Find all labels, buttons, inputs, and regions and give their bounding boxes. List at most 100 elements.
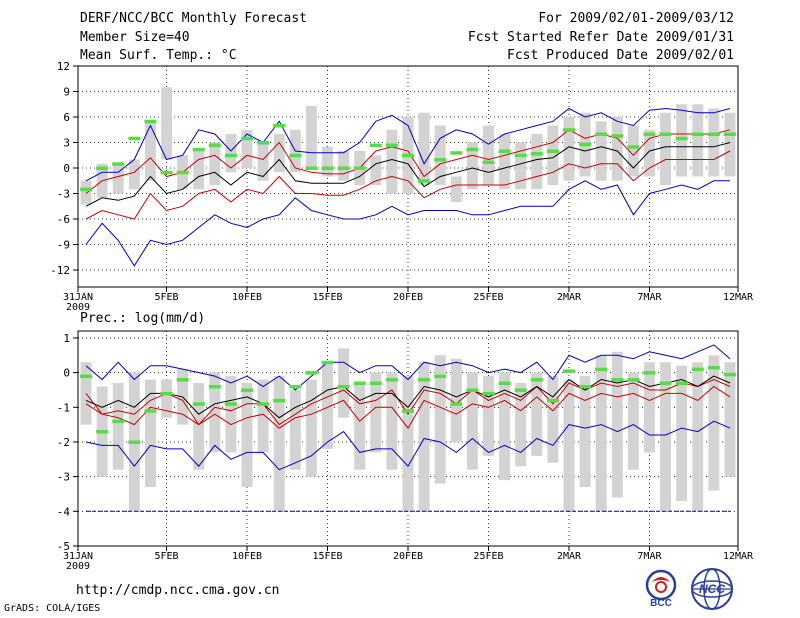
series-line-mean xyxy=(85,142,731,207)
ensemble-box xyxy=(305,379,317,477)
ensemble-box xyxy=(386,372,398,470)
observation-marker xyxy=(611,134,624,138)
ensemble-box xyxy=(225,134,237,173)
observation-marker xyxy=(562,369,575,373)
ncc-logo-icon: NCC xyxy=(691,568,733,610)
ensemble-box xyxy=(676,365,688,501)
observation-marker xyxy=(128,440,141,444)
y-tick-label: 1 xyxy=(63,332,70,345)
observation-marker xyxy=(224,402,237,406)
ensemble-box xyxy=(418,362,430,512)
ensemble-box xyxy=(450,358,462,442)
y-tick-label: -6 xyxy=(57,213,70,226)
ensemble-box xyxy=(724,112,736,177)
ensemble-box xyxy=(289,389,301,470)
observation-marker xyxy=(402,409,414,413)
observation-marker xyxy=(643,371,656,375)
y-tick-label: -5 xyxy=(57,540,70,553)
ensemble-box xyxy=(515,383,527,467)
y-tick-label: -3 xyxy=(57,471,70,484)
ensemble-box xyxy=(547,125,559,185)
observation-marker xyxy=(691,132,704,136)
y-tick-label: -12 xyxy=(50,264,70,277)
ensemble-box xyxy=(161,379,173,418)
observation-marker xyxy=(450,402,463,406)
observation-marker xyxy=(112,419,125,424)
forecast-produced-date: Fcst Produced Date 2009/02/01 xyxy=(507,48,734,63)
ensemble-box xyxy=(611,117,623,181)
ensemble-box xyxy=(386,129,398,194)
ensemble-box xyxy=(643,362,655,453)
observation-marker xyxy=(418,179,431,183)
ensemble-box xyxy=(660,362,672,512)
observation-marker xyxy=(273,124,286,128)
x-tick-label: 12MAR xyxy=(723,292,754,303)
series-line-mean-std xyxy=(85,385,731,429)
observation-marker xyxy=(466,388,479,392)
ensemble-box xyxy=(338,348,350,418)
ensemble-box xyxy=(515,142,527,190)
ensemble-box xyxy=(660,112,672,185)
x-tick-label: 25FEB xyxy=(473,551,503,562)
ensemble-box xyxy=(627,372,639,470)
series-line-min xyxy=(85,180,730,267)
observation-marker xyxy=(305,371,318,375)
ensemble-box xyxy=(305,105,317,168)
ensemble-box xyxy=(483,125,494,185)
observation-marker xyxy=(128,136,141,141)
ensemble-box xyxy=(499,372,511,481)
x-tick-label: 15FEB xyxy=(312,292,342,303)
ensemble-box xyxy=(676,104,688,177)
ensemble-box xyxy=(257,379,269,453)
ensemble-box xyxy=(209,372,221,453)
series-line-max xyxy=(85,107,731,182)
source-url[interactable]: http://cmdp.ncc.cma.gov.cn xyxy=(76,583,280,598)
y-tick-label: 9 xyxy=(63,86,70,99)
observation-marker xyxy=(562,128,575,132)
y-tick-label: 12 xyxy=(57,60,70,73)
observation-marker xyxy=(369,143,382,148)
x-tick-label: 31JAN xyxy=(63,551,93,562)
observation-marker xyxy=(144,119,157,124)
observation-marker xyxy=(112,162,125,166)
observation-marker xyxy=(546,149,559,153)
x-tick-label: 5FEB xyxy=(154,551,178,562)
observation-marker xyxy=(208,384,221,389)
observation-marker xyxy=(723,132,736,136)
ensemble-box xyxy=(466,142,478,190)
member-size: Member Size=40 xyxy=(80,30,190,45)
observation-marker xyxy=(402,153,414,158)
ensemble-box xyxy=(499,134,511,190)
observation-marker xyxy=(482,160,495,165)
ensemble-box xyxy=(257,142,269,181)
ensemble-box xyxy=(370,155,382,185)
observation-marker xyxy=(257,402,270,406)
observation-marker xyxy=(353,381,366,386)
y-tick-label: -4 xyxy=(57,505,71,518)
y-tick-label: -2 xyxy=(57,436,70,449)
observation-marker xyxy=(369,381,382,386)
ensemble-box xyxy=(692,362,704,512)
y-tick-label: 0 xyxy=(63,367,70,380)
ensemble-box xyxy=(547,376,559,463)
observation-marker xyxy=(707,132,720,136)
observation-marker xyxy=(498,149,511,153)
observation-marker xyxy=(611,378,624,382)
observation-marker xyxy=(514,388,527,392)
x-tick-year-label: 2009 xyxy=(66,561,90,572)
observation-marker xyxy=(707,365,720,370)
ensemble-box xyxy=(708,355,720,491)
observation-marker xyxy=(96,166,109,170)
observation-marker xyxy=(466,147,479,152)
series-line-mean-std xyxy=(85,150,731,220)
series-line-max xyxy=(85,344,731,391)
x-tick-label: 12MAR xyxy=(723,551,754,562)
ensemble-box xyxy=(611,351,623,498)
x-tick-label: 25FEB xyxy=(473,292,503,303)
x-tick-label: 20FEB xyxy=(393,292,423,303)
ensemble-box xyxy=(450,176,462,202)
variable-label: Mean Surf. Temp.: °C xyxy=(80,48,237,63)
observation-marker xyxy=(627,145,640,149)
